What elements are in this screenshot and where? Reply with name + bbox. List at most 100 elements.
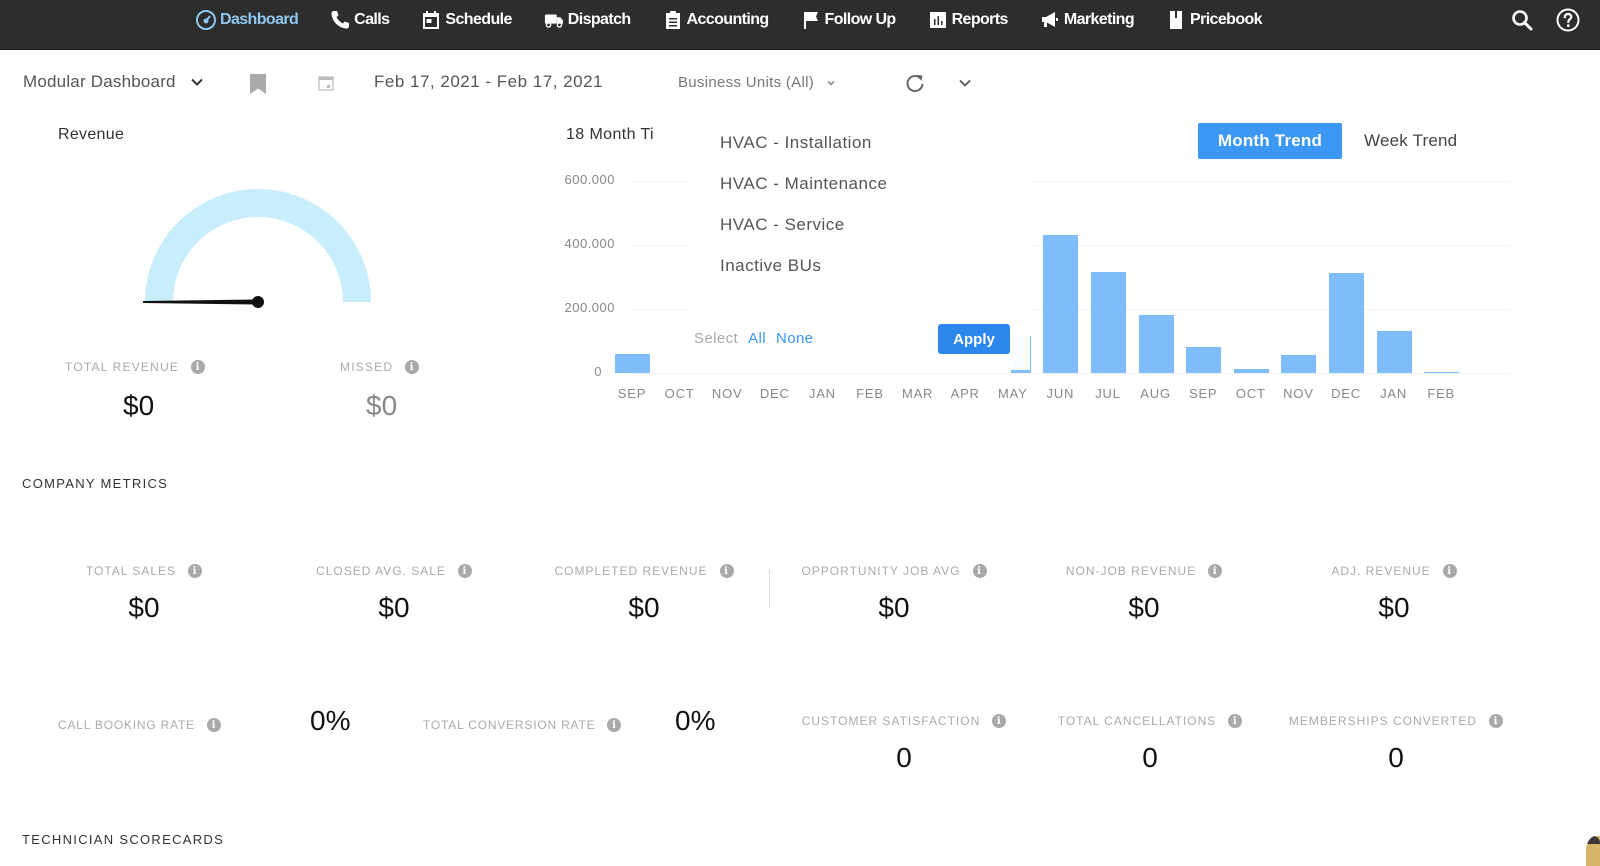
- nav-item-label: Accounting: [686, 11, 770, 28]
- flag-icon: [803, 12, 818, 29]
- chart-bar[interactable]: [1233, 369, 1269, 373]
- nav-item-label: Dashboard: [220, 11, 299, 28]
- phone-icon: [331, 11, 350, 29]
- x-axis-tick: FEB: [1427, 386, 1456, 401]
- x-axis-tick: MAR: [901, 386, 934, 401]
- info-icon[interactable]: i: [719, 564, 734, 578]
- business-units-select[interactable]: Business Units (All): [678, 74, 836, 91]
- chart-bar[interactable]: [1138, 315, 1174, 373]
- metric-label-text: CUSTOMER SATISFACTION: [801, 714, 981, 728]
- nav-item-label: Schedule: [445, 11, 512, 28]
- x-axis-tick: JUL: [1095, 386, 1121, 401]
- metric-value: 0: [1142, 742, 1158, 773]
- metric-label-text: MEMBERSHIPS CONVERTED: [1288, 714, 1478, 728]
- nav-item-accounting[interactable]: Accounting: [663, 10, 769, 30]
- calendar-icon: [318, 76, 334, 91]
- info-icon[interactable]: i: [972, 564, 987, 578]
- metric-label-text: ADJ. REVENUE: [1331, 564, 1431, 578]
- book-icon: [1170, 11, 1183, 29]
- chevron-down-icon: [959, 79, 971, 87]
- bu-option-hvac-service[interactable]: HVAC - Service: [720, 215, 845, 234]
- info-icon[interactable]: i: [1228, 714, 1243, 728]
- select-none-link[interactable]: None: [775, 330, 814, 347]
- dashboard-icon: [196, 10, 216, 30]
- bar-chart-icon: [929, 12, 946, 28]
- week-trend-button[interactable]: Week Trend: [1364, 131, 1458, 150]
- info-icon[interactable]: i: [191, 360, 206, 374]
- expand-options-button[interactable]: [958, 76, 972, 90]
- x-axis-tick: DEC: [759, 386, 790, 401]
- apply-button[interactable]: Apply: [938, 324, 1010, 354]
- nav-item-label: Marketing: [1063, 11, 1135, 28]
- info-icon[interactable]: i: [188, 564, 203, 578]
- truck-icon: [544, 14, 563, 28]
- x-axis-tick: JAN: [1380, 386, 1408, 401]
- rate-label-text: CALL BOOKING RATE: [58, 718, 195, 732]
- search-icon: [1512, 10, 1533, 31]
- bu-option-inactive-bus[interactable]: Inactive BUs: [720, 256, 822, 275]
- x-axis-tick: SEP: [1188, 386, 1218, 401]
- nav-item-reports[interactable]: Reports: [928, 10, 1008, 30]
- metric-adj-revenue: ADJ. REVENUE i $0: [1274, 562, 1514, 624]
- call-booking-rate-value: 0%: [310, 705, 351, 736]
- company-metrics-title: COMPANY METRICS: [22, 476, 169, 491]
- nav-item-dispatch[interactable]: Dispatch: [544, 10, 631, 30]
- x-axis-tick: AUG: [1140, 386, 1171, 401]
- clipboard-icon: [665, 11, 680, 29]
- nav-item-pricebook[interactable]: Pricebook: [1166, 10, 1263, 30]
- trend-chart-title: 18 Month Ti: [566, 126, 655, 143]
- x-axis-tick: JAN: [808, 386, 836, 401]
- info-icon[interactable]: i: [607, 718, 622, 732]
- x-axis-tick: MAY: [997, 386, 1028, 401]
- bu-option-hvac-maintenance[interactable]: HVAC - Maintenance: [720, 174, 888, 193]
- metric-label-text: CLOSED AVG. SALE: [316, 564, 446, 578]
- nav-item-dashboard[interactable]: Dashboard: [196, 10, 299, 30]
- nav-item-schedule[interactable]: Schedule: [421, 10, 512, 30]
- info-icon[interactable]: i: [1208, 564, 1223, 578]
- dashboard-select[interactable]: Modular Dashboard: [23, 72, 204, 92]
- megaphone-icon: [1041, 12, 1058, 27]
- month-trend-button[interactable]: Month Trend: [1198, 123, 1342, 159]
- date-range[interactable]: Feb 17, 2021 - Feb 17, 2021: [374, 72, 603, 92]
- info-icon[interactable]: i: [1489, 714, 1504, 728]
- info-icon[interactable]: i: [457, 564, 472, 578]
- refresh-button[interactable]: [905, 73, 925, 93]
- chart-bar[interactable]: [1091, 272, 1126, 373]
- search-button[interactable]: [1508, 6, 1536, 34]
- metric-non-job-revenue: NON-JOB REVENUE i $0: [1024, 562, 1264, 624]
- info-icon[interactable]: i: [405, 360, 420, 374]
- nav-item-marketing[interactable]: Marketing: [1040, 10, 1135, 30]
- metric-label-text: OPPORTUNITY JOB AVG: [801, 564, 961, 578]
- nav-item-label: Pricebook: [1190, 11, 1263, 28]
- chart-bar[interactable]: [1329, 273, 1364, 373]
- rate-label-text: TOTAL CONVERSION RATE: [423, 718, 596, 732]
- info-icon[interactable]: i: [206, 718, 221, 732]
- metric-value: $0: [1378, 592, 1410, 623]
- date-picker-button[interactable]: [318, 75, 334, 91]
- chart-bar[interactable]: [1186, 347, 1222, 373]
- total-revenue-label-text: TOTAL REVENUE: [65, 360, 180, 374]
- metric-total-cancellations: TOTAL CANCELLATIONS i 0: [1030, 712, 1270, 774]
- chart-bar[interactable]: [1281, 355, 1317, 373]
- bookmark-button[interactable]: [250, 74, 266, 94]
- select-all-link[interactable]: All: [748, 330, 766, 347]
- metric-label: CLOSED AVG. SALE i: [316, 564, 472, 578]
- support-avatar[interactable]: [1586, 836, 1600, 866]
- metric-value: $0: [628, 592, 660, 623]
- info-icon[interactable]: i: [1442, 564, 1457, 578]
- metric-customer-satisfaction: CUSTOMER SATISFACTION i 0: [784, 712, 1024, 774]
- chart-bar[interactable]: [1043, 235, 1079, 373]
- metric-value: $0: [878, 592, 910, 623]
- help-button[interactable]: [1554, 6, 1582, 34]
- chart-bar[interactable]: [615, 353, 650, 373]
- x-axis-tick: JUN: [1046, 386, 1075, 401]
- nav-item-follow-up[interactable]: Follow Up: [801, 10, 896, 30]
- info-icon[interactable]: i: [992, 714, 1007, 728]
- top-navigation-bar: Dashboard Calls Schedule Dispatch Accoun…: [0, 0, 1600, 50]
- chart-bar[interactable]: [1424, 372, 1460, 373]
- business-units-value: Business Units (All): [678, 74, 815, 91]
- bu-option-hvac-installation[interactable]: HVAC - Installation: [720, 133, 872, 152]
- nav-item-calls[interactable]: Calls: [330, 10, 390, 30]
- x-axis-tick: NOV: [711, 386, 743, 401]
- chart-bar[interactable]: [1376, 331, 1412, 373]
